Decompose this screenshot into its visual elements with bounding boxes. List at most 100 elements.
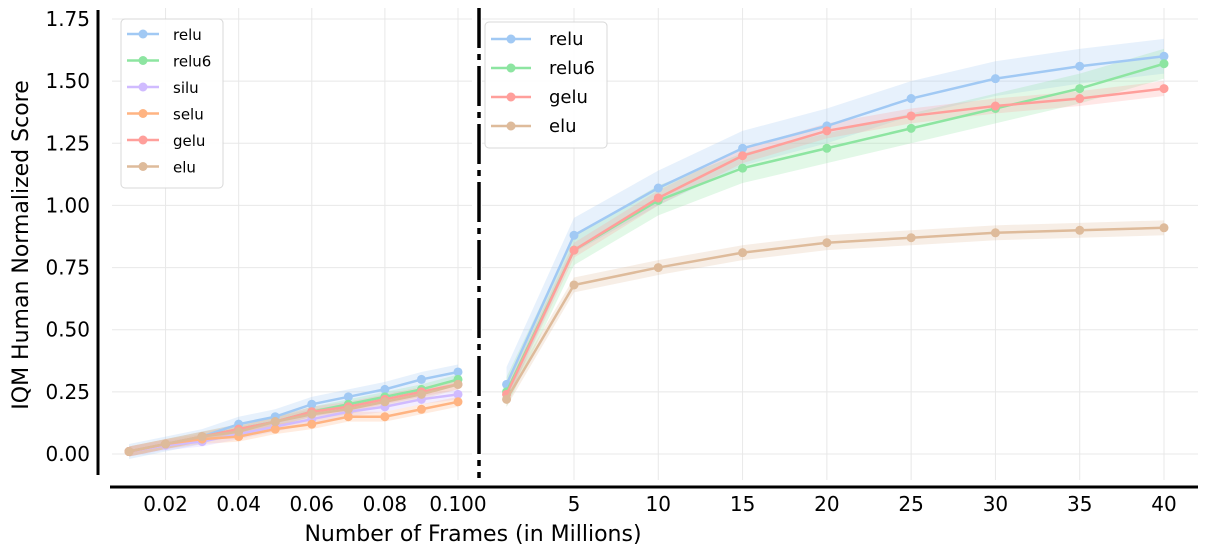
x-tick-label: 35 xyxy=(1067,492,1092,516)
x-tick-label: 5 xyxy=(568,492,581,516)
data-point-relu xyxy=(569,230,579,240)
data-point-gelu xyxy=(906,111,916,121)
y-tick-label: 0.25 xyxy=(45,380,90,404)
legend-marker-gelu xyxy=(506,92,516,102)
x-tick-label: 0.04 xyxy=(216,492,261,516)
data-point-elu xyxy=(990,228,1000,238)
x-tick-label: 30 xyxy=(983,492,1008,516)
data-point-elu xyxy=(502,394,512,404)
data-point-relu6 xyxy=(1159,59,1169,69)
y-tick-label: 1.75 xyxy=(45,7,90,31)
legend-marker-relu6 xyxy=(138,56,148,65)
data-point-elu xyxy=(197,432,207,442)
y-tick-label: 1.25 xyxy=(45,131,90,155)
legends: relu relu6 silu selu gelu elu relu relu6 gelu elu xyxy=(120,18,608,189)
data-point-relu6 xyxy=(906,123,916,133)
data-point-selu xyxy=(380,412,390,422)
y-tick-label: 1.00 xyxy=(45,193,90,217)
legend-label-selu: selu xyxy=(173,106,204,124)
data-point-selu xyxy=(307,419,317,429)
legend-marker-silu xyxy=(138,82,148,92)
data-point-elu xyxy=(569,280,579,290)
confidence-bands xyxy=(129,38,1165,459)
x-tick-label: 40 xyxy=(1151,492,1176,516)
x-tick-label: 20 xyxy=(814,492,839,516)
data-point-relu xyxy=(653,183,663,193)
data-point-relu xyxy=(1159,51,1169,61)
data-point-selu xyxy=(343,412,353,422)
legend-label-relu6: relu6 xyxy=(173,53,211,71)
data-point-elu xyxy=(416,389,426,399)
data-point-relu xyxy=(906,94,916,104)
y-axis-label: IQM Human Normalized Score xyxy=(9,80,34,409)
data-point-elu xyxy=(738,248,748,258)
series-line-elu xyxy=(128,383,459,453)
legend-marker-relu xyxy=(506,34,516,44)
confidence-band-relu6 xyxy=(506,48,1165,407)
data-point-elu xyxy=(161,439,171,449)
data-point-elu xyxy=(124,447,134,457)
data-point-elu xyxy=(653,263,663,273)
data-point-gelu xyxy=(822,126,832,136)
legend-right: relu relu6 gelu elu xyxy=(484,21,608,149)
legend-marker-gelu xyxy=(138,135,148,145)
legend-marker-relu6 xyxy=(506,63,516,73)
legend-label-relu: relu xyxy=(173,26,202,44)
data-point-elu xyxy=(380,397,390,407)
legend-label-elu: elu xyxy=(549,116,576,137)
data-point-gelu xyxy=(653,193,663,203)
data-point-elu xyxy=(234,427,244,437)
legend-marker-elu xyxy=(506,121,516,131)
data-point-elu xyxy=(906,233,916,243)
data-point-relu6 xyxy=(738,163,748,173)
x-tick-label: 0.08 xyxy=(363,492,408,516)
data-point-gelu xyxy=(1075,94,1085,104)
legend-marker-relu xyxy=(138,29,148,39)
x-tick-label: 25 xyxy=(898,492,923,516)
data-point-relu6 xyxy=(822,143,832,153)
data-point-relu xyxy=(990,74,1000,84)
data-point-elu xyxy=(1075,225,1085,235)
x-tick-label: 0.02 xyxy=(143,492,188,516)
data-point-gelu xyxy=(569,245,579,255)
x-axis-label: Number of Frames (in Millions) xyxy=(304,522,641,547)
data-point-relu xyxy=(738,143,748,153)
data-point-elu xyxy=(453,379,463,389)
y-tick-label: 0.50 xyxy=(45,318,90,342)
data-point-elu xyxy=(822,238,832,248)
data-point-selu xyxy=(453,397,463,407)
legend-frame xyxy=(484,21,608,149)
legend-marker-elu xyxy=(138,162,148,171)
legend-label-elu: elu xyxy=(173,159,196,177)
x-tick-label: 15 xyxy=(730,492,755,516)
data-point-relu xyxy=(307,399,317,409)
confidence-band-relu xyxy=(506,38,1165,402)
series-lines xyxy=(124,51,1169,457)
legend-label-relu: relu xyxy=(549,29,584,50)
data-point-selu xyxy=(416,404,426,414)
series-line-elu xyxy=(505,226,1165,400)
legend-label-gelu: gelu xyxy=(173,132,205,150)
data-point-relu6 xyxy=(1075,84,1085,94)
x-tick-label: 0.06 xyxy=(290,492,335,516)
y-tick-label: 0.00 xyxy=(45,442,90,466)
data-point-elu xyxy=(1159,223,1169,233)
axes: 0.00 0.25 0.50 0.75 1.00 1.25 1.50 1.75 0.02 0.04… xyxy=(45,7,1198,516)
legend-left: relu relu6 silu selu gelu elu xyxy=(120,18,224,189)
data-point-relu xyxy=(380,384,390,394)
data-point-gelu xyxy=(738,151,748,161)
data-point-silu xyxy=(453,389,463,399)
data-point-relu xyxy=(416,374,426,384)
data-point-elu xyxy=(270,417,280,427)
data-point-gelu xyxy=(1159,84,1169,94)
y-tick-label: 0.75 xyxy=(45,256,90,280)
data-point-selu xyxy=(270,424,280,434)
legend-frame xyxy=(120,18,224,189)
x-tick-label: 10 xyxy=(646,492,671,516)
data-point-relu xyxy=(1075,61,1085,71)
x-tick-label: 0.100 xyxy=(429,492,486,516)
data-point-relu xyxy=(343,392,353,402)
data-point-elu xyxy=(307,409,317,419)
legend-label-silu: silu xyxy=(173,79,199,97)
data-point-elu xyxy=(343,404,353,414)
